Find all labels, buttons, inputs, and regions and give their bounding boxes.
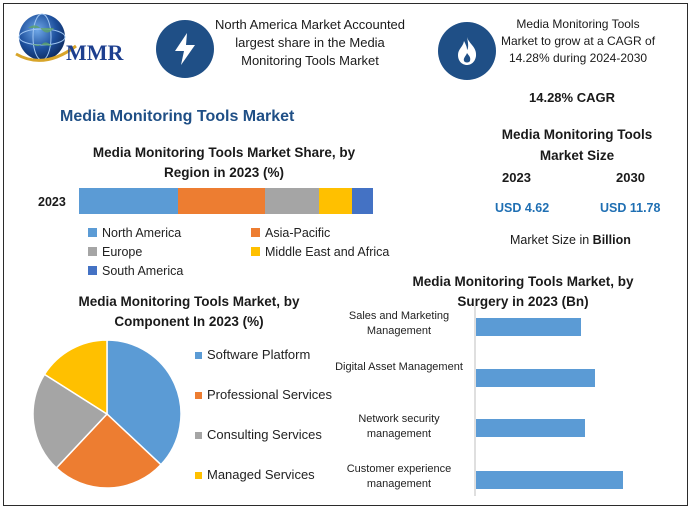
- region-bar-segment-asia-pacific: [178, 188, 265, 214]
- globe-icon: [15, 13, 77, 62]
- market-size-note: Market Size in Billion: [510, 233, 631, 247]
- market-size-note-prefix: Market Size in: [510, 233, 593, 247]
- legend-label: Software Platform: [207, 347, 311, 362]
- surgery-chart-title: Media Monitoring Tools Market, by Surger…: [412, 274, 634, 309]
- legend-label: Professional Services: [207, 387, 332, 402]
- legend-swatch: [88, 266, 97, 275]
- region-legend-item-south-america: South America: [88, 264, 183, 278]
- surgery-category-sales-and-marketing-management: Sales and Marketing Management: [348, 310, 450, 337]
- surgery-bar-network-security-management: [476, 419, 585, 437]
- region-category-label: 2023: [38, 195, 66, 209]
- region-bar-segment-middle-east-and-africa: [319, 188, 352, 214]
- pie-slice-consulting-services: [32, 373, 109, 470]
- brand-name: MMR: [66, 40, 124, 65]
- region-bar-segment-europe: [265, 188, 319, 214]
- legend-swatch: [251, 247, 260, 256]
- header-card-cagr: Media Monitoring Tools Market to grow at…: [500, 17, 656, 65]
- flame-badge: [438, 22, 496, 80]
- legend-label: Asia-Pacific: [265, 226, 331, 240]
- region-legend-item-europe: Europe: [88, 245, 142, 259]
- pie-slice-software-platform: [106, 339, 182, 466]
- surgery-bar-digital-asset-management: [476, 369, 595, 387]
- legend-label: Consulting Services: [207, 427, 322, 442]
- component-legend-item-professional-services: Professional Services: [195, 387, 332, 402]
- pie-slice-managed-services: [43, 339, 108, 416]
- region-stacked-bar: [79, 188, 373, 214]
- infographic-frame: MMR North America Market Accounted large…: [3, 3, 688, 506]
- legend-swatch: [195, 352, 202, 359]
- component-legend-item-consulting-services: Consulting Services: [195, 427, 322, 442]
- market-size-note-unit: Billion: [592, 233, 631, 247]
- surgery-bar-chart: [474, 306, 623, 496]
- legend-swatch: [195, 432, 202, 439]
- market-size-value-2030: USD 11.78: [600, 201, 661, 215]
- flame-icon: [458, 37, 477, 65]
- legend-swatch: [88, 247, 97, 256]
- legend-swatch: [195, 392, 202, 399]
- component-legend-item-software-platform: Software Platform: [195, 347, 310, 362]
- pie-slice-professional-services: [55, 412, 163, 489]
- legend-label: North America: [102, 226, 182, 240]
- surgery-category-network-security-management: Network security management: [358, 413, 440, 440]
- legend-label: Managed Services: [207, 467, 315, 482]
- surgery-category-digital-asset-management: Digital Asset Management: [335, 361, 463, 373]
- market-size-value-2023: USD 4.62: [495, 201, 550, 215]
- legend-swatch: [195, 472, 202, 479]
- brand-logo: MMR: [14, 10, 144, 66]
- header-card-north-america: North America Market Accounted largest s…: [214, 17, 406, 68]
- legend-swatch: [88, 228, 97, 237]
- lightning-icon: [175, 33, 195, 65]
- market-size-title: Media Monitoring Tools Market Size: [501, 127, 653, 163]
- cagr-text: 14.28% CAGR: [529, 90, 615, 105]
- region-legend-item-middle-east-and-africa: Middle East and Africa: [251, 245, 389, 259]
- region-bar-segment-south-america: [352, 188, 373, 214]
- legend-label: Europe: [102, 245, 143, 259]
- surgery-bar-customer-experience-management: [476, 471, 623, 489]
- lightning-badge: [156, 20, 214, 78]
- component-pie-chart: [32, 339, 182, 489]
- legend-swatch: [251, 228, 260, 237]
- legend-label: South America: [102, 264, 184, 278]
- region-legend-item-north-america: North America: [88, 226, 181, 240]
- surgery-bar-sales-and-marketing-management: [476, 318, 581, 336]
- legend-label: Middle East and Africa: [265, 245, 390, 259]
- surgery-category-customer-experience-management: Customer experience management: [346, 463, 452, 490]
- region-chart-title: Media Monitoring Tools Market Share, by …: [92, 145, 356, 180]
- market-size-year-2030: 2030: [616, 170, 645, 185]
- component-chart-title: Media Monitoring Tools Market, by Compon…: [78, 294, 300, 329]
- market-size-year-2023: 2023: [502, 170, 531, 185]
- region-legend-item-asia-pacific: Asia-Pacific: [251, 226, 330, 240]
- main-title: Media Monitoring Tools Market: [60, 108, 295, 125]
- region-bar-segment-north-america: [79, 188, 178, 214]
- component-legend-item-managed-services: Managed Services: [195, 467, 315, 482]
